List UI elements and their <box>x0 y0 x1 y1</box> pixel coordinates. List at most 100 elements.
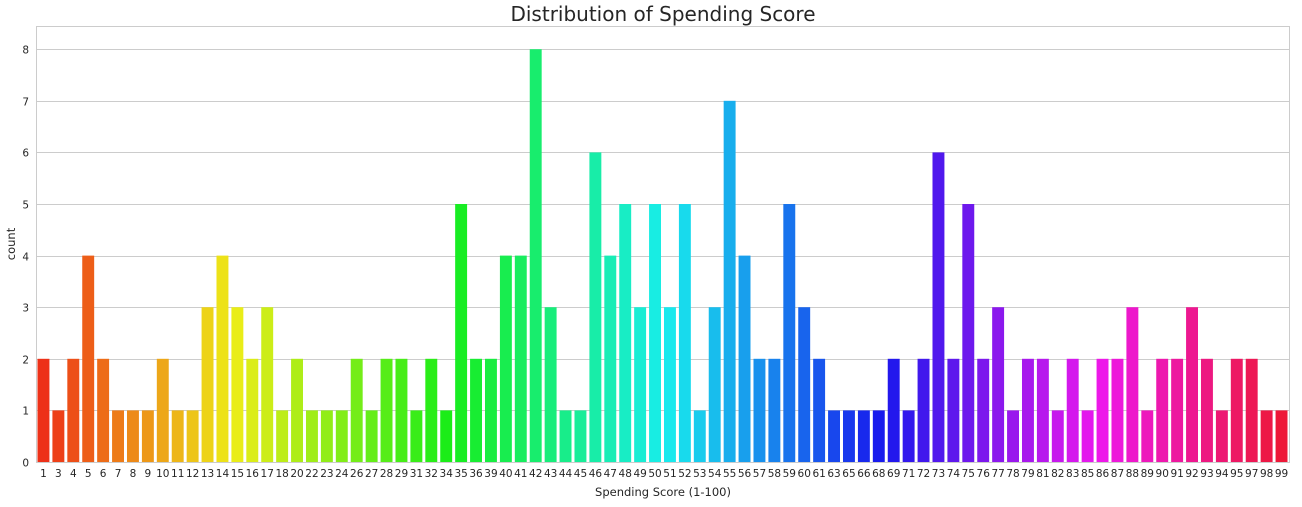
x-tick-label: 60 <box>798 468 811 480</box>
y-tick-label: 3 <box>22 303 29 315</box>
bar-47 <box>604 255 617 462</box>
x-tick-label: 57 <box>753 468 766 480</box>
x-tick-label: 86 <box>1096 468 1110 480</box>
x-tick-label: 32 <box>425 468 438 480</box>
bar-93 <box>1200 358 1213 462</box>
bar-54 <box>708 307 721 462</box>
x-tick-label: 87 <box>1111 468 1124 480</box>
bar-53 <box>693 410 706 462</box>
bar-24 <box>335 410 348 462</box>
x-tick-label: 42 <box>529 468 542 480</box>
x-tick-label: 55 <box>723 468 736 480</box>
bar-60 <box>798 307 811 462</box>
bar-73 <box>932 152 945 462</box>
bar-15 <box>231 307 244 462</box>
y-tick-label: 6 <box>22 148 29 160</box>
x-tick-label: 7 <box>115 468 122 480</box>
bar-35 <box>455 204 468 462</box>
bar-44 <box>559 410 572 462</box>
bar-51 <box>663 307 676 462</box>
x-tick-label: 41 <box>514 468 527 480</box>
bar-52 <box>678 204 691 462</box>
x-tick-label: 69 <box>887 468 900 480</box>
bar-45 <box>574 410 587 462</box>
bar-59 <box>783 204 796 462</box>
x-tick-label: 16 <box>246 468 260 480</box>
x-tick-label: 79 <box>1021 468 1034 480</box>
x-tick-label: 14 <box>216 468 230 480</box>
x-tick-label: 59 <box>783 468 796 480</box>
bar-8 <box>126 410 139 462</box>
bar-89 <box>1141 410 1154 462</box>
x-tick-label: 90 <box>1156 468 1169 480</box>
bar-91 <box>1171 358 1184 462</box>
y-tick-label: 7 <box>22 97 29 109</box>
x-tick-label: 27 <box>365 468 378 480</box>
x-tick-label: 65 <box>842 468 855 480</box>
bar-75 <box>962 204 975 462</box>
x-tick-label: 66 <box>857 468 871 480</box>
x-tick-label: 51 <box>663 468 676 480</box>
bar-26 <box>350 358 363 462</box>
x-tick-label: 47 <box>604 468 617 480</box>
bar-81 <box>1036 358 1049 462</box>
bar-23 <box>320 410 333 462</box>
x-tick-label: 85 <box>1081 468 1094 480</box>
x-tick-labels: 1 3 4 5 6 7 8 9 10 11 12 13 14 15 16 17 18 20 22 23 24 26 27 28… <box>40 468 1288 480</box>
y-tick-label: 4 <box>22 252 29 264</box>
bar-99 <box>1275 410 1288 462</box>
x-tick-label: 12 <box>186 468 199 480</box>
bar-95 <box>1230 358 1243 462</box>
gridlines <box>36 49 1289 463</box>
x-tick-label: 98 <box>1260 468 1273 480</box>
bar-36 <box>470 358 482 462</box>
bar-63 <box>828 410 840 462</box>
x-tick-label: 28 <box>380 468 393 480</box>
x-tick-label: 35 <box>454 468 467 480</box>
x-tick-label: 6 <box>100 468 107 480</box>
bar-43 <box>544 307 557 462</box>
bar-16 <box>246 358 259 462</box>
x-tick-label: 1 <box>40 468 47 480</box>
bar-3 <box>52 410 65 462</box>
bar-65 <box>842 410 855 462</box>
x-tick-label: 46 <box>589 468 603 480</box>
x-tick-label: 40 <box>499 468 512 480</box>
bar-98 <box>1260 410 1273 462</box>
bar-74 <box>947 358 960 462</box>
x-tick-label: 5 <box>85 468 92 480</box>
bar-50 <box>649 204 661 462</box>
x-tick-label: 54 <box>708 468 722 480</box>
x-tick-label: 97 <box>1245 468 1258 480</box>
bar-20 <box>291 358 303 462</box>
x-tick-label: 77 <box>991 468 1004 480</box>
bar-9 <box>141 410 154 462</box>
x-tick-label: 20 <box>290 468 303 480</box>
bar-12 <box>186 410 199 462</box>
y-tick-label: 2 <box>22 355 29 367</box>
x-tick-label: 58 <box>768 468 781 480</box>
bar-40 <box>499 255 512 462</box>
bars <box>37 49 1288 462</box>
bar-92 <box>1186 307 1198 462</box>
x-tick-label: 94 <box>1215 468 1229 480</box>
bar-66 <box>857 410 870 462</box>
x-tick-label: 72 <box>917 468 930 480</box>
x-tick-label: 92 <box>1185 468 1198 480</box>
x-tick-label: 48 <box>619 468 632 480</box>
x-tick-label: 36 <box>469 468 483 480</box>
bar-17 <box>261 307 274 462</box>
x-tick-label: 71 <box>902 468 915 480</box>
x-tick-label: 23 <box>320 468 333 480</box>
bar-41 <box>514 255 527 462</box>
x-tick-label: 13 <box>201 468 214 480</box>
bar-83 <box>1066 358 1079 462</box>
bar-87 <box>1111 358 1124 462</box>
x-tick-label: 53 <box>693 468 706 480</box>
x-tick-label: 3 <box>55 468 62 480</box>
bar-61 <box>813 358 826 462</box>
bar-57 <box>753 358 766 462</box>
x-tick-label: 61 <box>812 468 825 480</box>
